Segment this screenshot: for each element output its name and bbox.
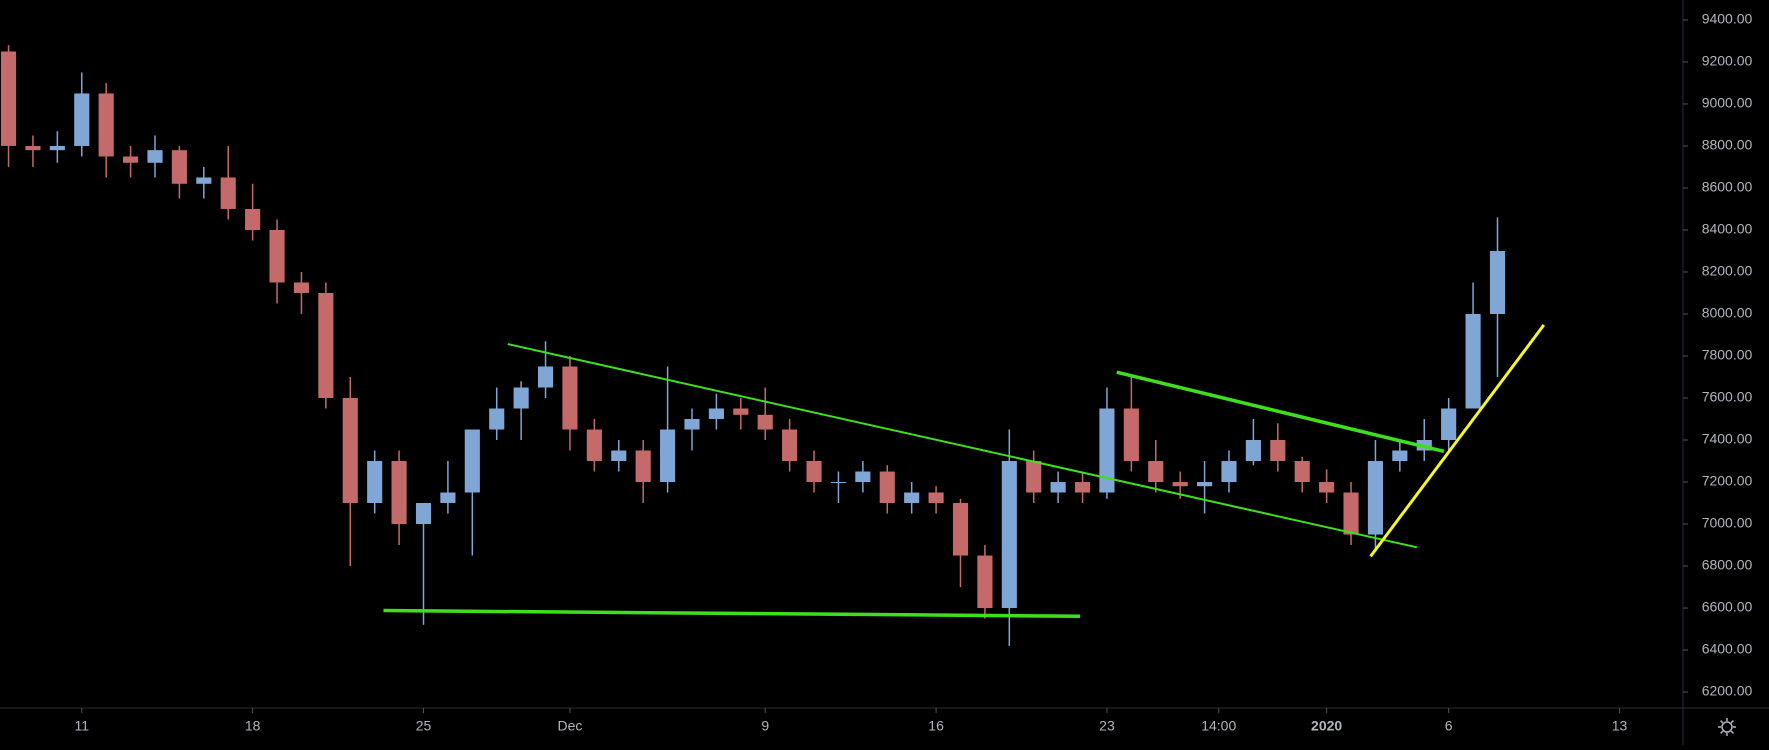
candle-body (562, 366, 578, 430)
settings-icon[interactable] (1718, 718, 1736, 736)
candle-body (220, 177, 236, 209)
candle-body (733, 408, 749, 415)
y-tick-label: 9200.00 (1702, 53, 1753, 69)
gear[interactable] (1721, 721, 1733, 733)
trendline (1369, 324, 1546, 558)
candle-body (0, 51, 17, 146)
candle-body (928, 492, 944, 504)
y-tick-label: 6400.00 (1702, 641, 1753, 657)
trendline (507, 343, 1418, 549)
candle-body (1294, 461, 1310, 483)
candle-body (977, 555, 993, 609)
candle-body (1245, 440, 1261, 462)
y-tick-label: 7800.00 (1702, 347, 1753, 363)
candle-body (1172, 482, 1188, 487)
candle-body (1343, 492, 1359, 535)
x-tick-label: 11 (74, 718, 89, 734)
candle-body (830, 482, 847, 484)
candle-body (684, 419, 700, 430)
candle-body (1074, 482, 1091, 493)
candle-body (1392, 450, 1408, 462)
candle-body (440, 492, 456, 504)
y-tick-label: 8400.00 (1702, 221, 1753, 237)
candle-body (196, 177, 212, 184)
trendline (383, 608, 1081, 618)
candle-body (171, 150, 187, 184)
x-tick-label: 9 (761, 718, 769, 734)
candle-body (708, 408, 724, 420)
x-tick-label: 25 (416, 718, 432, 734)
y-tick-label: 8200.00 (1702, 263, 1753, 279)
y-tick-label: 7600.00 (1702, 389, 1753, 405)
candle-body (123, 156, 139, 163)
candle-body (269, 229, 285, 283)
candle-body (806, 461, 822, 483)
y-tick-label: 8800.00 (1702, 137, 1753, 153)
candle-body (367, 461, 383, 504)
candle-body (318, 292, 334, 399)
x-tick-label: 18 (245, 718, 261, 734)
candle-body (1197, 482, 1213, 487)
candle-body (1123, 408, 1139, 462)
gear-teeth[interactable] (1718, 718, 1736, 736)
candle-body (1099, 408, 1115, 493)
candle-body (952, 503, 969, 556)
candle-body (342, 398, 358, 504)
candle-body (1050, 482, 1066, 493)
x-tick-label: 2020 (1311, 718, 1342, 734)
candle-body (1367, 461, 1384, 535)
candle-body (1319, 482, 1335, 493)
x-tick-label: 6 (1445, 718, 1453, 734)
y-tick-label: 6600.00 (1702, 599, 1753, 615)
candle-body (147, 150, 163, 163)
candle-body (245, 208, 261, 230)
candle-body (782, 429, 798, 462)
x-tick-label: 23 (1099, 718, 1115, 734)
candle-body (1489, 250, 1506, 314)
candle-body (1465, 313, 1481, 409)
candle-body (1148, 461, 1164, 483)
candle-body (74, 93, 90, 146)
candle-body (904, 492, 920, 504)
candle-body (537, 366, 554, 388)
y-tick-label: 7200.00 (1702, 473, 1753, 489)
candle-body (415, 503, 432, 525)
candle-body (1001, 461, 1017, 609)
y-tick-label: 9400.00 (1702, 11, 1753, 27)
candle-body (1270, 440, 1286, 462)
candle-body (660, 429, 676, 483)
x-tick-label: 13 (1612, 718, 1628, 734)
candle-body (25, 145, 41, 151)
candle-body (513, 387, 529, 409)
x-tick-label: 16 (928, 718, 944, 734)
candle-body (489, 408, 505, 430)
candle-body (855, 471, 871, 483)
candle-body (757, 414, 773, 430)
y-tick-label: 8600.00 (1702, 179, 1753, 195)
y-tick-label: 8000.00 (1702, 305, 1753, 321)
candle-body (879, 471, 895, 504)
candle-body (98, 93, 114, 157)
y-tick-label: 6800.00 (1702, 557, 1753, 573)
trendline (1116, 370, 1445, 454)
x-tick-label: 14:00 (1201, 718, 1236, 734)
y-tick-label: 9000.00 (1702, 95, 1753, 111)
candle-body (1441, 408, 1457, 441)
candle-body (293, 282, 310, 293)
y-tick-label: 7400.00 (1702, 431, 1753, 447)
candle-body (635, 450, 651, 483)
candle-body (1221, 461, 1237, 483)
y-tick-label: 7000.00 (1702, 515, 1753, 531)
candle-body (391, 461, 407, 525)
candle-body (464, 429, 480, 493)
candle-body (611, 450, 627, 462)
x-tick-label: Dec (557, 718, 582, 734)
candle-body (1026, 461, 1042, 493)
candle-body (586, 429, 602, 462)
candle-body (49, 145, 65, 151)
y-tick-label: 6200.00 (1702, 683, 1753, 699)
